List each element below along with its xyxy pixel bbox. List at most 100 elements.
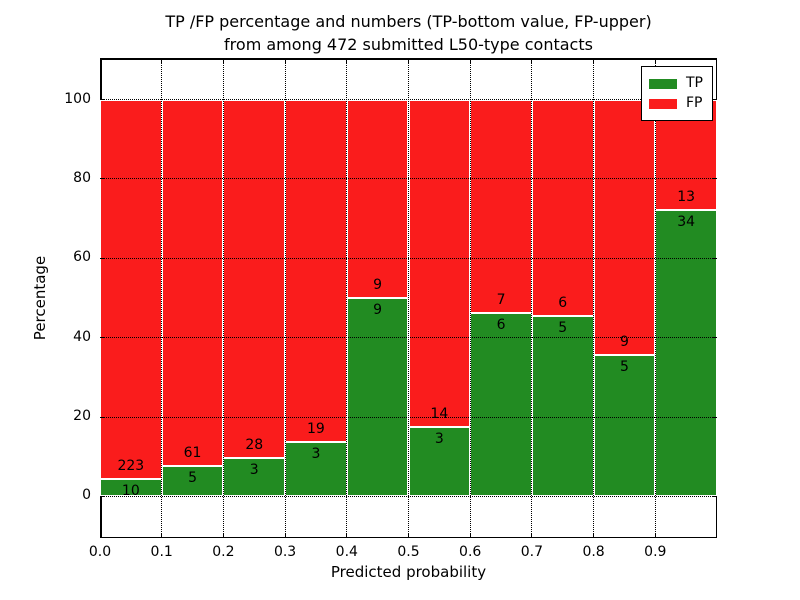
x-gridline — [469, 58, 471, 538]
y-gridline — [100, 178, 717, 180]
x-tick-label: 0.3 — [273, 544, 297, 560]
fp-count-label: 7 — [496, 292, 506, 309]
x-gridline — [654, 58, 656, 538]
x-tick-label: 0.7 — [520, 544, 544, 560]
tp-bar-segment — [655, 209, 717, 497]
fp-count-label: 28 — [245, 436, 264, 453]
fp-count-label: 6 — [558, 294, 568, 311]
y-tick — [100, 337, 105, 339]
fp-legend-swatch — [649, 98, 677, 109]
legend-entry-tp: TP — [649, 75, 703, 92]
x-tick-label: 0.5 — [397, 544, 420, 560]
x-tick — [346, 58, 348, 63]
fp-count-label: 19 — [307, 421, 325, 438]
y-tick — [712, 257, 717, 259]
y-tick-label: 20 — [73, 408, 91, 424]
x-gridline — [408, 58, 409, 538]
chart-title: TP /FP percentage and numbers (TP-bottom… — [100, 10, 717, 56]
x-tick — [593, 533, 595, 538]
x-tick — [469, 58, 471, 63]
y-tick-label: 0 — [82, 487, 91, 504]
x-tick — [284, 58, 286, 63]
tp-bar-segment — [470, 313, 532, 497]
fp-count-label: 61 — [183, 445, 202, 462]
fp-bar-segment — [593, 99, 656, 355]
y-tick — [100, 178, 105, 180]
fp-bar-segment — [346, 99, 409, 298]
fp-bar-segment — [161, 99, 224, 467]
y-tick — [712, 416, 717, 418]
x-tick-label: 0.6 — [459, 544, 482, 560]
legend-entry-fp: FP — [649, 95, 703, 112]
x-gridline — [284, 58, 286, 538]
x-tick — [346, 533, 348, 538]
x-tick — [408, 58, 409, 63]
legend-label-fp: FP — [686, 95, 703, 111]
x-tick — [593, 58, 595, 63]
x-tick — [284, 533, 286, 538]
y-gridline — [100, 337, 717, 339]
fp-count-label: 14 — [430, 405, 449, 422]
y-tick — [100, 99, 105, 101]
tp-count-label: 5 — [558, 319, 568, 336]
x-tick — [531, 533, 533, 538]
tp-bar-segment — [531, 315, 594, 497]
legend-label-tp: TP — [686, 75, 703, 91]
x-tick-label: 0.1 — [150, 544, 173, 560]
y-tick — [100, 495, 105, 497]
y-tick — [712, 337, 717, 339]
y-gridline — [100, 495, 717, 497]
tp-count-label: 6 — [496, 317, 506, 334]
x-tick-label: 0.2 — [212, 544, 235, 560]
fp-count-label: 9 — [373, 277, 383, 293]
x-gridline — [346, 58, 348, 538]
ticks-layer — [99, 58, 717, 538]
y-tick — [100, 257, 105, 259]
fp-bar-segment — [100, 99, 162, 480]
x-tick — [654, 58, 656, 63]
tp-count-label: 3 — [311, 446, 321, 463]
x-tick — [408, 533, 409, 538]
y-tick — [100, 416, 105, 418]
x-tick — [469, 533, 471, 538]
tp-bar-segment — [408, 426, 471, 497]
tp-count-label: 3 — [434, 430, 444, 447]
y-gridline — [100, 99, 717, 101]
tp-count-label: 10 — [121, 483, 140, 500]
tp-legend-swatch — [649, 78, 677, 89]
bars-layer — [100, 58, 717, 538]
y-axis-label: Percentage — [31, 255, 49, 341]
x-gridline — [593, 58, 595, 538]
y-tick-label: 60 — [73, 249, 91, 266]
x-tick — [222, 533, 224, 538]
x-tick — [161, 533, 163, 538]
y-tick-label: 100 — [64, 90, 91, 107]
x-tick-label: 0.8 — [582, 544, 605, 560]
fp-count-label: 223 — [117, 458, 145, 475]
x-tick — [654, 533, 656, 538]
y-tick-label: 40 — [73, 328, 91, 345]
x-tick-label: 0.0 — [88, 544, 112, 560]
tp-count-label: 5 — [619, 358, 629, 375]
chart-title-line1: TP /FP percentage and numbers (TP-bottom… — [165, 12, 652, 31]
chart-title-line2: from among 472 submitted L50-type contac… — [224, 35, 593, 54]
legend: TP FP — [641, 66, 713, 121]
y-tick — [712, 495, 717, 497]
fp-bar-segment — [531, 99, 594, 316]
tp-bar-segment — [161, 466, 224, 497]
fp-count-label: 13 — [677, 188, 696, 205]
x-gridline — [161, 58, 163, 538]
x-tick-label: 0.9 — [644, 544, 667, 560]
y-tick — [712, 178, 717, 180]
fp-count-label: 9 — [619, 333, 629, 350]
y-tick-label: 80 — [73, 169, 91, 186]
tp-count-label: 5 — [188, 470, 197, 487]
x-tick — [99, 58, 101, 63]
tp-count-label: 34 — [677, 213, 696, 230]
x-tick — [531, 58, 533, 63]
x-gridline — [531, 58, 533, 538]
grid-layer — [100, 58, 717, 538]
x-tick — [161, 58, 163, 63]
x-tick — [222, 58, 224, 63]
